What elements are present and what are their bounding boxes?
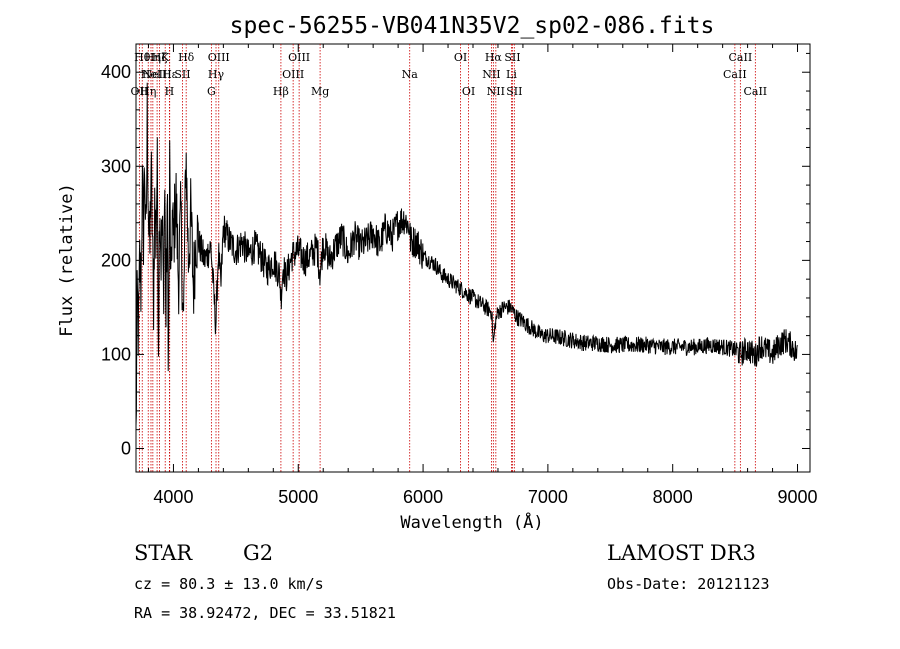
coordinates: RA = 38.92472, DEC = 33.51821 [134, 604, 396, 622]
object-subclass: G2 [243, 541, 273, 565]
observation-date: Obs-Date: 20121123 [607, 575, 770, 593]
line-label: K [161, 51, 170, 64]
line-label: Hη [140, 85, 156, 98]
line-label: Hη [145, 51, 161, 64]
line-label: NeIII [143, 68, 172, 81]
line-label: OIII [288, 51, 310, 64]
line-label: Na [402, 68, 419, 81]
line-label: CaII [743, 85, 767, 98]
x-tick-label: 9000 [777, 487, 817, 507]
line-label: G [207, 85, 216, 98]
y-axis-label: Flux (relative) [57, 183, 77, 337]
spectral-line-labels: OIIHθHηHeIHηNeIIIHζKHHεSIIHδGHγOIIIHβOII… [131, 51, 768, 98]
line-label: Hδ [178, 51, 195, 64]
y-tick-label: 400 [101, 62, 131, 82]
line-label: SII [174, 68, 190, 81]
y-axis-ticks: 0 100 200 300 400 [101, 52, 810, 458]
chart-title: spec-56255-VB041N35V2_sp02-086.fits [230, 13, 715, 39]
line-label: Hα [485, 51, 503, 64]
object-class: STAR [134, 541, 193, 565]
line-label: Hγ [208, 68, 225, 81]
line-label: SII [504, 51, 520, 64]
line-label: H [165, 85, 175, 98]
x-tick-label: 7000 [528, 487, 568, 507]
line-label: NII [482, 68, 500, 81]
line-label: Hζ [152, 51, 168, 64]
x-tick-label: 4000 [153, 487, 193, 507]
x-tick-label: 6000 [403, 487, 443, 507]
survey-name: LAMOST DR3 [607, 541, 756, 565]
x-tick-label: 5000 [278, 487, 318, 507]
x-axis-label: Wavelength (Å) [400, 511, 543, 533]
line-label: Hβ [273, 85, 289, 98]
x-tick-label: 8000 [653, 487, 693, 507]
line-label: SII [506, 85, 522, 98]
redshift-velocity: cz = 80.3 ± 13.0 km/s [134, 575, 324, 593]
line-label: Hθ [134, 51, 151, 64]
y-tick-label: 300 [101, 156, 131, 176]
line-label: Li [506, 68, 517, 81]
line-label: OI [454, 51, 467, 64]
x-axis-ticks: 4000 5000 6000 7000 8000 9000 [147, 44, 818, 507]
y-tick-label: 200 [101, 250, 131, 270]
line-label: CaII [723, 68, 747, 81]
line-label: OIII [208, 51, 230, 64]
line-label: Hε [162, 68, 178, 81]
line-label: HeI [141, 68, 161, 81]
line-label: OIII [282, 68, 304, 81]
line-label: CaII [729, 51, 753, 64]
spectrum-line [135, 82, 798, 426]
line-label: NII [487, 85, 505, 98]
line-label: Mg [311, 85, 329, 98]
line-label: OI [462, 85, 475, 98]
spectral-line-markers [138, 44, 756, 472]
y-tick-label: 100 [101, 344, 131, 364]
y-tick-label: 0 [121, 438, 131, 458]
